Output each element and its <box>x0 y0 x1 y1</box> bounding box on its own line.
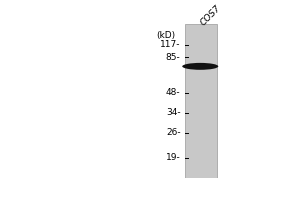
Text: 19-: 19- <box>166 153 181 162</box>
Text: 26-: 26- <box>166 128 181 137</box>
Bar <box>185 24 217 178</box>
Ellipse shape <box>182 63 218 70</box>
Text: 85-: 85- <box>166 53 181 62</box>
Text: 48-: 48- <box>166 88 181 97</box>
Text: 34-: 34- <box>166 108 181 117</box>
Text: COS7: COS7 <box>199 4 223 28</box>
Text: 117-: 117- <box>160 40 181 49</box>
Text: (kD): (kD) <box>157 31 176 40</box>
